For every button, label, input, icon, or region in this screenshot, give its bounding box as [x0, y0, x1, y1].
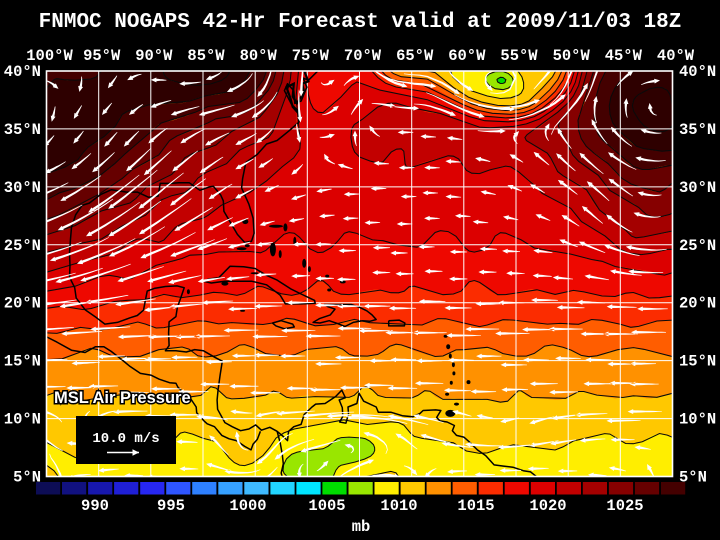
svg-text:1000: 1000 — [229, 497, 266, 515]
svg-text:10°N: 10°N — [679, 411, 716, 429]
svg-text:1010: 1010 — [380, 497, 417, 515]
svg-text:45°W: 45°W — [605, 47, 643, 65]
svg-text:85°W: 85°W — [187, 47, 225, 65]
svg-text:1005: 1005 — [308, 497, 345, 515]
svg-text:15°N: 15°N — [679, 353, 716, 371]
svg-text:10.0 m/s: 10.0 m/s — [92, 431, 159, 447]
svg-text:995: 995 — [157, 497, 185, 515]
svg-text:20°N: 20°N — [4, 295, 41, 313]
svg-text:25°N: 25°N — [4, 237, 41, 255]
svg-text:mb: mb — [352, 518, 371, 536]
svg-text:75°W: 75°W — [292, 47, 330, 65]
svg-text:1025: 1025 — [606, 497, 643, 515]
svg-text:25°N: 25°N — [679, 237, 716, 255]
svg-text:70°W: 70°W — [344, 47, 382, 65]
svg-text:FNMOC NOGAPS 42-Hr Forecast va: FNMOC NOGAPS 42-Hr Forecast valid at 200… — [39, 11, 682, 34]
svg-text:990: 990 — [81, 497, 109, 515]
svg-text:1020: 1020 — [529, 497, 566, 515]
svg-text:30°N: 30°N — [679, 179, 716, 197]
svg-text:40°N: 40°N — [4, 63, 41, 81]
svg-text:65°W: 65°W — [396, 47, 434, 65]
svg-text:35°N: 35°N — [679, 121, 716, 139]
svg-text:95°W: 95°W — [83, 47, 121, 65]
svg-text:80°W: 80°W — [240, 47, 278, 65]
svg-text:100°W: 100°W — [26, 47, 73, 65]
svg-text:60°W: 60°W — [448, 47, 486, 65]
svg-text:50°W: 50°W — [553, 47, 591, 65]
svg-text:5°N: 5°N — [13, 469, 41, 487]
svg-text:15°N: 15°N — [4, 353, 41, 371]
svg-text:35°N: 35°N — [4, 121, 41, 139]
svg-text:1015: 1015 — [457, 497, 494, 515]
svg-text:55°W: 55°W — [500, 47, 538, 65]
svg-text:40°N: 40°N — [679, 63, 716, 81]
svg-text:5°N: 5°N — [679, 469, 707, 487]
svg-text:20°N: 20°N — [679, 295, 716, 313]
svg-text:MSL Air Pressure: MSL Air Pressure — [54, 389, 191, 407]
svg-text:40°W: 40°W — [657, 47, 695, 65]
svg-text:30°N: 30°N — [4, 179, 41, 197]
svg-text:90°W: 90°W — [135, 47, 173, 65]
svg-text:10°N: 10°N — [4, 411, 41, 429]
